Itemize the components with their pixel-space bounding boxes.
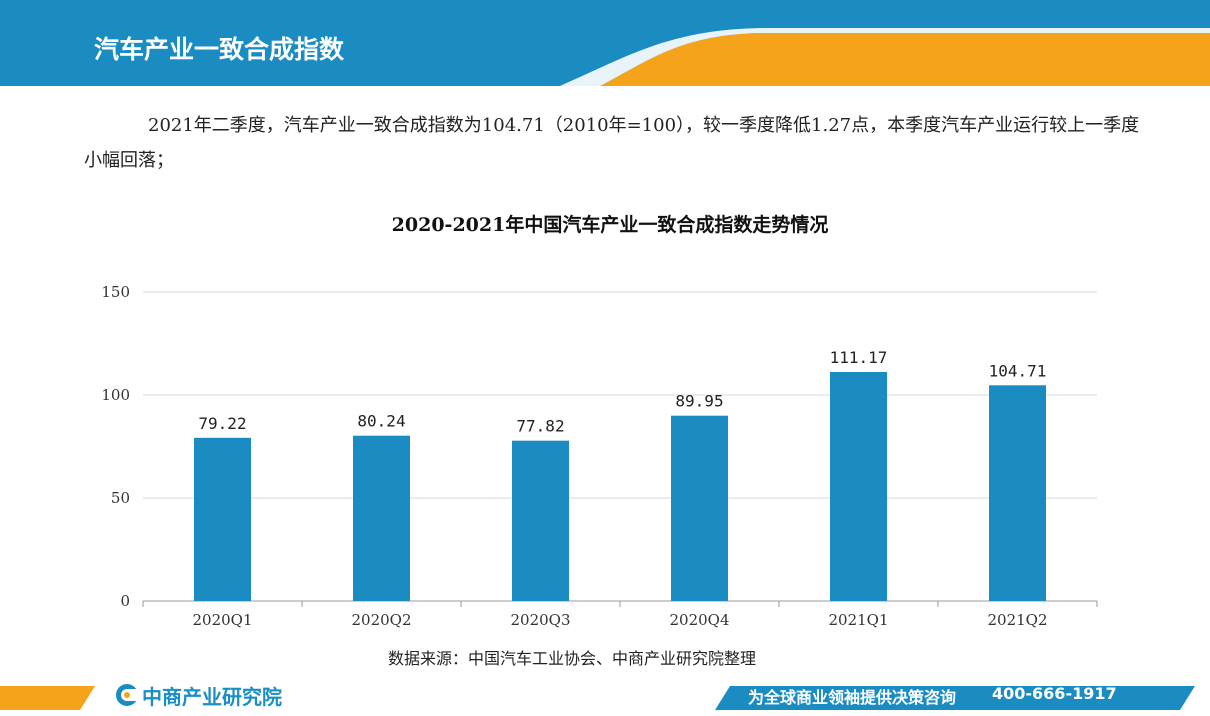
y-tick-label: 150 [101,283,130,301]
bar [830,371,887,601]
source-note: 数据来源：中国汽车工业协会、中商产业研究院整理 [388,649,757,668]
bar-chart: 2020-2021年中国汽车产业一致合成指数走势情况 0 50 100 150 79.22… [101,213,1098,629]
y-tick-label: 50 [111,489,130,507]
brand-logo-icon [116,684,139,706]
bar [671,415,728,601]
x-tick-label: 2020Q2 [351,611,411,629]
footer-phone: 400-666-1917 [992,684,1117,703]
x-tick-label: 2021Q2 [987,611,1047,629]
footer-slogan: 为全球商业领袖提供决策咨询 [748,688,957,707]
y-tick-label: 100 [101,386,130,404]
data-label: 79.22 [198,414,246,433]
x-tick-label: 2020Q4 [669,611,729,629]
header-band [0,0,1210,86]
footer-blue-shape [715,686,1195,710]
bar [194,437,251,601]
data-label: 111.17 [830,348,888,367]
footer-band [0,684,1195,710]
x-tick-label: 2021Q1 [828,611,888,629]
summary-paragraph: 2021年二季度，汽车产业一致合成指数为104.71（2010年=100），较一… [84,115,1140,171]
data-label: 89.95 [675,392,723,411]
y-tick-label: 0 [120,592,130,610]
x-tick-label: 2020Q1 [192,611,252,629]
bar [353,435,410,601]
footer-brand: 中商产业研究院 [142,685,282,709]
bar [989,385,1046,601]
x-tick-label: 2020Q3 [510,611,570,629]
page-title: 汽车产业一致合成指数 [94,35,345,64]
header-accent-wave [600,33,1210,86]
footer-orange-shape [0,686,95,710]
data-label: 77.82 [516,417,564,436]
bar [512,440,569,601]
data-label: 104.71 [989,361,1047,380]
data-label: 80.24 [357,412,405,431]
chart-title: 2020-2021年中国汽车产业一致合成指数走势情况 [392,213,829,236]
